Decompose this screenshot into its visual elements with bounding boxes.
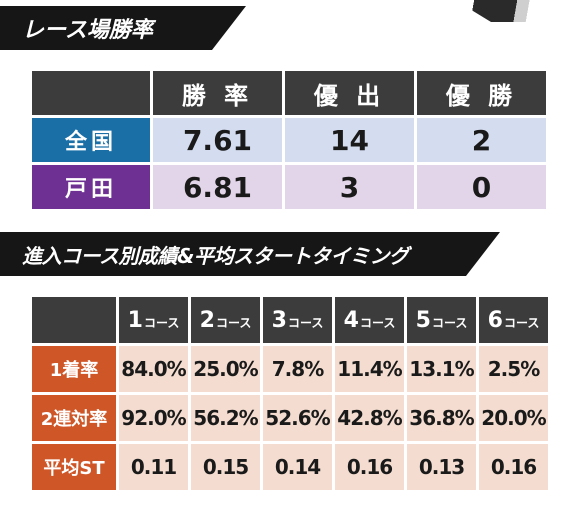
stat-cell: 0.14 <box>263 444 332 490</box>
stat-cell: 25.0% <box>191 346 260 392</box>
stat-cell: 11.4% <box>335 346 404 392</box>
course-unit: コース <box>431 315 468 330</box>
stat-cell: 2.5% <box>479 346 548 392</box>
national-wins: 2 <box>417 118 546 162</box>
row-label-national: 全国 <box>32 118 150 162</box>
national-finals: 14 <box>285 118 414 162</box>
stat-cell: 20.0% <box>479 395 548 441</box>
table-corner-cell <box>32 297 116 343</box>
venue-win-rate-table: 勝 率 優 出 優 勝 全国 7.61 14 2 戸田 6.81 3 0 <box>29 68 549 212</box>
stat-cell: 92.0% <box>119 395 188 441</box>
row-label-average-st: 平均ST <box>32 444 116 490</box>
stat-cell: 0.16 <box>479 444 548 490</box>
stat-cell: 56.2% <box>191 395 260 441</box>
course-stats-table: 1コース 2コース 3コース 4コース 5コース 6コース 1着率 84.0% … <box>29 294 551 493</box>
course-number: 6 <box>487 307 503 333</box>
table-header-row: 1コース 2コース 3コース 4コース 5コース 6コース <box>32 297 548 343</box>
column-header-course-3: 3コース <box>263 297 332 343</box>
row-label-top-two-rate: 2連対率 <box>32 395 116 441</box>
course-unit: コース <box>215 315 252 330</box>
stat-cell: 84.0% <box>119 346 188 392</box>
stat-cell: 0.16 <box>335 444 404 490</box>
table-row-first-place-rate: 1着率 84.0% 25.0% 7.8% 11.4% 13.1% 2.5% <box>32 346 548 392</box>
table-row-national: 全国 7.61 14 2 <box>32 118 546 162</box>
table-row-top-two-rate: 2連対率 92.0% 56.2% 52.6% 42.8% 36.8% 20.0% <box>32 395 548 441</box>
stat-cell: 0.11 <box>119 444 188 490</box>
section-title-text: レース場勝率 <box>22 18 153 43</box>
course-unit: コース <box>359 315 396 330</box>
column-header-course-5: 5コース <box>407 297 476 343</box>
column-header-wins: 優 勝 <box>417 71 546 115</box>
column-header-finals: 優 出 <box>285 71 414 115</box>
stat-cell: 0.13 <box>407 444 476 490</box>
section-title-venue-win-rate: レース場勝率 <box>0 6 246 50</box>
stat-cell: 42.8% <box>335 395 404 441</box>
row-label-toda: 戸田 <box>32 165 150 209</box>
national-win-rate: 7.61 <box>153 118 282 162</box>
toda-finals: 3 <box>285 165 414 209</box>
toda-win-rate: 6.81 <box>153 165 282 209</box>
row-label-first-place-rate: 1着率 <box>32 346 116 392</box>
column-header-course-1: 1コース <box>119 297 188 343</box>
column-header-course-6: 6コース <box>479 297 548 343</box>
course-unit: コース <box>503 315 540 330</box>
column-header-win-rate: 勝 率 <box>153 71 282 115</box>
stat-cell: 7.8% <box>263 346 332 392</box>
course-unit: コース <box>143 315 180 330</box>
stat-cell: 36.8% <box>407 395 476 441</box>
course-number: 3 <box>271 307 287 333</box>
table-row-toda: 戸田 6.81 3 0 <box>32 165 546 209</box>
toda-wins: 0 <box>417 165 546 209</box>
column-header-course-4: 4コース <box>335 297 404 343</box>
course-number: 1 <box>127 307 143 333</box>
corner-decoration <box>455 0 578 22</box>
table-header-row: 勝 率 優 出 優 勝 <box>32 71 546 115</box>
table-row-average-st: 平均ST 0.11 0.15 0.14 0.16 0.13 0.16 <box>32 444 548 490</box>
section-title-course-stats: 進入コース別成績&平均スタートタイミング <box>0 232 500 276</box>
table-corner-cell <box>32 71 150 115</box>
stat-cell: 13.1% <box>407 346 476 392</box>
stat-cell: 0.15 <box>191 444 260 490</box>
course-number: 5 <box>415 307 431 333</box>
section-title-text: 進入コース別成績&平均スタートタイミング <box>22 243 409 268</box>
column-header-course-2: 2コース <box>191 297 260 343</box>
course-number: 4 <box>343 307 359 333</box>
stat-cell: 52.6% <box>263 395 332 441</box>
course-number: 2 <box>199 307 215 333</box>
course-unit: コース <box>287 315 324 330</box>
